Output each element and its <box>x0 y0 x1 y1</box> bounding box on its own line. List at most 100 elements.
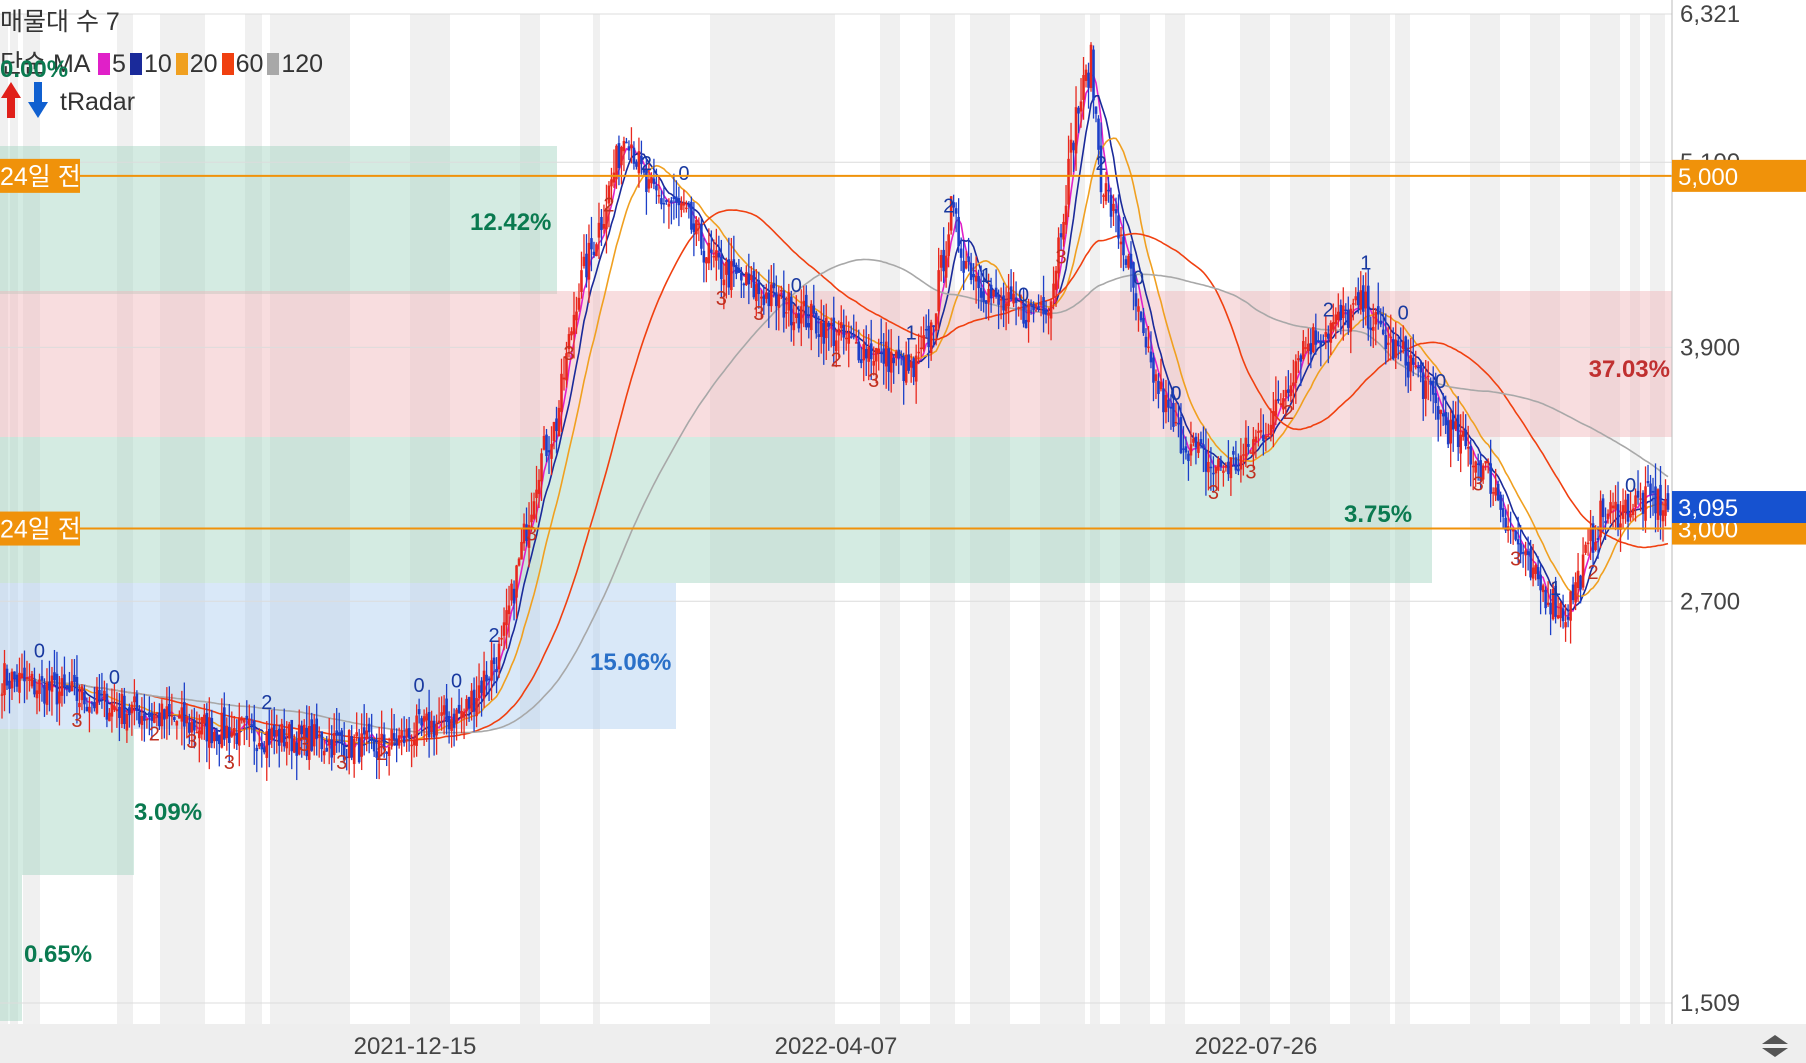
candle-body <box>605 207 608 230</box>
candle-body <box>480 680 483 693</box>
candle-body <box>1431 381 1435 395</box>
candle-body <box>495 668 498 673</box>
candle-body <box>527 525 531 548</box>
candle-body <box>819 320 823 337</box>
candle-body <box>1439 409 1443 414</box>
candle-body <box>1217 459 1220 471</box>
pct-label: 0.00% <box>0 56 69 83</box>
candle-body <box>160 703 164 727</box>
candle-body <box>665 200 668 203</box>
candle-body <box>83 692 86 705</box>
candle-body <box>267 728 271 745</box>
candle-body <box>198 730 201 739</box>
candle-body <box>1471 465 1475 468</box>
candle-body <box>892 357 895 364</box>
candle-body <box>1579 575 1582 590</box>
candle-body <box>1057 237 1060 274</box>
candle-body <box>954 208 958 214</box>
candle-body <box>1621 505 1625 519</box>
candle-body <box>637 151 641 174</box>
candle-body <box>1204 450 1208 472</box>
signal-mark: 2 <box>1323 300 1334 322</box>
candle-body <box>1264 435 1268 440</box>
candle-body <box>232 727 236 736</box>
candle-body <box>520 541 523 560</box>
candle-body <box>13 671 16 680</box>
candle-body <box>1611 505 1615 509</box>
candle-body <box>772 282 776 289</box>
candle-body <box>575 311 578 321</box>
volume-zone <box>0 729 134 875</box>
candle-body <box>1451 414 1455 430</box>
candle-body <box>1229 457 1233 479</box>
candle-body <box>400 730 403 737</box>
candle-body <box>1396 340 1400 347</box>
candle-body <box>98 689 101 701</box>
candle-body <box>645 169 648 192</box>
candle-body <box>585 253 588 278</box>
candle-body <box>789 296 793 326</box>
candle-body <box>857 341 861 361</box>
candle-body <box>55 673 59 705</box>
candle-body <box>535 489 538 499</box>
ma-period-label: 120 <box>281 50 324 78</box>
volume-zone <box>0 146 557 294</box>
signal-mark: 0 <box>678 163 689 185</box>
candle-body <box>460 710 463 719</box>
down-arrow-icon <box>28 82 48 118</box>
candle-body <box>1072 142 1075 151</box>
candle-body <box>1059 233 1063 238</box>
candle-body <box>1606 513 1610 519</box>
candle-body <box>914 355 918 382</box>
candle-body <box>692 223 696 233</box>
candle-body <box>1591 523 1595 553</box>
candle-body <box>707 242 711 264</box>
candle-body <box>944 255 948 278</box>
candle-body <box>682 202 686 206</box>
candle-body <box>1381 329 1385 335</box>
candle-body <box>1511 529 1515 532</box>
candle-body <box>1044 309 1048 315</box>
up-arrow-icon <box>1 82 21 118</box>
signal-mark: 3 <box>526 524 537 546</box>
candle-body <box>622 141 626 152</box>
candle-body <box>1601 498 1605 518</box>
candle-body <box>1074 107 1078 154</box>
candle-body <box>407 728 411 738</box>
candle-body <box>203 714 206 724</box>
candle-body <box>1584 544 1587 553</box>
candle-body <box>1436 406 1440 420</box>
signal-mark: 3 <box>224 752 235 774</box>
candle-body <box>1164 394 1168 413</box>
shade-stripe <box>1040 14 1085 1024</box>
reference-lines: 24일 전 24일 전 <box>0 158 1672 546</box>
candle-body <box>1197 442 1200 453</box>
tradar-arrows <box>1 82 48 118</box>
candle-body <box>183 702 186 727</box>
candle-body <box>467 697 471 709</box>
candle-body <box>342 744 346 760</box>
candle-body <box>1179 417 1183 453</box>
candle-body <box>387 747 391 757</box>
candle-body <box>1147 346 1150 349</box>
candle-body <box>587 242 591 280</box>
candle-body <box>320 731 324 750</box>
ma-legend-item: 120 <box>265 50 323 78</box>
candle-body <box>230 732 234 737</box>
candle-body <box>43 684 46 704</box>
candle-body <box>530 514 533 523</box>
shade-stripe <box>710 14 835 1024</box>
candle-body <box>410 744 413 747</box>
candle-body <box>1309 343 1313 355</box>
candle-body <box>1079 101 1083 112</box>
scroll-grip-icon[interactable] <box>1758 1033 1792 1059</box>
candle-body <box>1449 419 1452 444</box>
candle-body <box>307 726 311 760</box>
date-tick-label: 2021-12-15 <box>354 1033 477 1060</box>
candle-body <box>1159 381 1163 390</box>
candle-body <box>775 292 778 307</box>
candle-body <box>717 253 721 258</box>
candle-body <box>332 732 336 756</box>
candle-body <box>103 690 106 700</box>
signal-mark: 0 <box>1398 302 1409 324</box>
